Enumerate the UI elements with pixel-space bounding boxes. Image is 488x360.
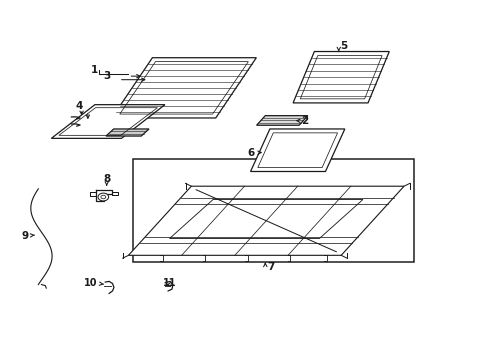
Polygon shape: [95, 190, 111, 201]
Polygon shape: [106, 129, 149, 136]
Polygon shape: [128, 186, 403, 255]
Text: 5: 5: [340, 41, 347, 51]
Bar: [133, 159, 413, 261]
Circle shape: [101, 195, 105, 199]
Text: 6: 6: [246, 148, 254, 158]
Text: 3: 3: [103, 71, 110, 81]
Polygon shape: [51, 105, 164, 138]
Polygon shape: [292, 51, 388, 103]
Text: 2: 2: [300, 116, 307, 126]
Text: 1: 1: [91, 65, 98, 75]
Polygon shape: [169, 199, 362, 238]
Polygon shape: [256, 116, 307, 125]
Polygon shape: [250, 129, 344, 171]
Text: 8: 8: [103, 174, 110, 184]
Text: 7: 7: [266, 262, 274, 272]
Text: 9: 9: [21, 231, 28, 241]
Text: 10: 10: [84, 279, 97, 288]
Polygon shape: [112, 58, 256, 118]
Text: 4: 4: [75, 100, 82, 111]
Circle shape: [98, 193, 108, 201]
Text: 11: 11: [163, 279, 177, 288]
